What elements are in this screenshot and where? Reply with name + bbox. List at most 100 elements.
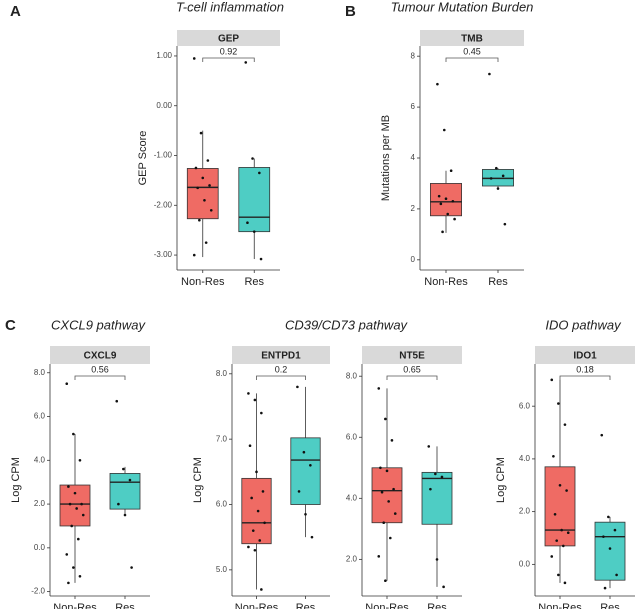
data-point [123, 513, 127, 517]
box [241, 477, 272, 545]
data-point [309, 463, 312, 467]
data-point [449, 169, 453, 173]
data-point [252, 230, 256, 233]
data-point [72, 566, 75, 569]
chart-title: CD39/CD73 pathway [285, 317, 409, 332]
data-point [70, 524, 73, 528]
data-point [117, 502, 120, 506]
y-tick-label: 2.0 [346, 554, 358, 563]
x-tick-label: Non-Res [181, 276, 225, 288]
data-point [550, 555, 554, 558]
data-point [67, 485, 70, 488]
box [238, 167, 271, 233]
data-point [209, 208, 213, 212]
p-value: 0.18 [576, 364, 594, 374]
y-tick-label: 0.00 [156, 101, 172, 110]
data-point [496, 187, 500, 190]
data-point [73, 491, 77, 495]
data-point [380, 490, 384, 494]
data-point [566, 531, 570, 535]
facet-label: GEP [218, 34, 239, 45]
plot-background [177, 46, 280, 270]
data-point [192, 253, 196, 257]
data-point [563, 423, 567, 426]
data-point [244, 61, 248, 64]
facet-strip [177, 30, 280, 46]
data-point [608, 547, 612, 550]
data-point [256, 509, 260, 513]
data-point [453, 217, 456, 221]
y-tick-label: -3.00 [154, 250, 173, 259]
data-point [263, 521, 266, 525]
data-point [436, 82, 439, 86]
y-axis-label: Log CPM [10, 457, 22, 503]
data-point [387, 500, 390, 503]
y-tick-label: 2.0 [34, 499, 46, 508]
facet-strip [50, 346, 150, 364]
facet-label: ENTPD1 [261, 351, 301, 362]
x-tick-label: Non-Res [53, 602, 97, 609]
data-point [437, 194, 441, 198]
y-tick-label: 8.0 [216, 369, 228, 378]
data-point [379, 466, 382, 470]
data-point [390, 439, 394, 442]
p-value: 0.2 [275, 364, 288, 374]
p-value: 0.65 [403, 364, 421, 374]
y-tick-label: 1.00 [156, 51, 172, 60]
panel-label: C [5, 317, 16, 334]
data-point [130, 566, 133, 569]
data-point [297, 490, 301, 493]
p-bracket [256, 375, 306, 380]
y-tick-label: 2.0 [519, 507, 531, 516]
y-tick-label: 0.0 [519, 559, 531, 568]
box [594, 521, 626, 581]
data-point [194, 166, 198, 170]
data-point [385, 469, 389, 473]
data-point [501, 174, 505, 178]
data-point [440, 475, 444, 479]
data-point [384, 579, 387, 583]
facet-label: IDO1 [573, 351, 597, 362]
data-point [258, 539, 262, 542]
y-tick-label: 0 [411, 255, 416, 264]
data-point [253, 398, 257, 402]
data-point [377, 387, 381, 390]
data-point [199, 131, 203, 135]
y-tick-label: 6.0 [216, 500, 228, 509]
box [371, 467, 403, 524]
data-point [203, 199, 206, 202]
x-tick-label: Non-Res [365, 602, 409, 609]
p-bracket [202, 57, 255, 62]
data-point [494, 166, 498, 170]
data-point [122, 467, 125, 471]
data-point [439, 202, 443, 206]
chart-title: CXCL9 pathway [51, 317, 146, 332]
data-point [247, 545, 250, 549]
facet-strip [535, 346, 635, 364]
data-point [389, 536, 392, 540]
data-point [442, 128, 446, 132]
data-point [451, 199, 455, 203]
data-point [198, 218, 201, 222]
data-point [503, 222, 507, 226]
y-tick-label: 4.0 [346, 493, 358, 502]
x-tick-label: Non-Res [424, 276, 468, 288]
data-point [208, 184, 211, 187]
data-point [259, 257, 263, 261]
x-tick-label: Res [427, 602, 447, 609]
data-point [446, 212, 450, 216]
data-point [296, 385, 299, 389]
data-point [250, 496, 253, 500]
data-point [562, 544, 565, 548]
data-point [204, 241, 208, 244]
data-point [115, 399, 119, 403]
y-tick-label: 6.0 [519, 401, 531, 410]
x-tick-label: Res [296, 602, 316, 609]
y-axis-label: Log CPM [495, 457, 507, 503]
y-tick-label: 6 [411, 102, 416, 111]
data-point [603, 586, 607, 590]
data-point [552, 454, 555, 458]
data-point [377, 555, 381, 558]
data-point [558, 483, 562, 487]
data-point [67, 581, 70, 585]
